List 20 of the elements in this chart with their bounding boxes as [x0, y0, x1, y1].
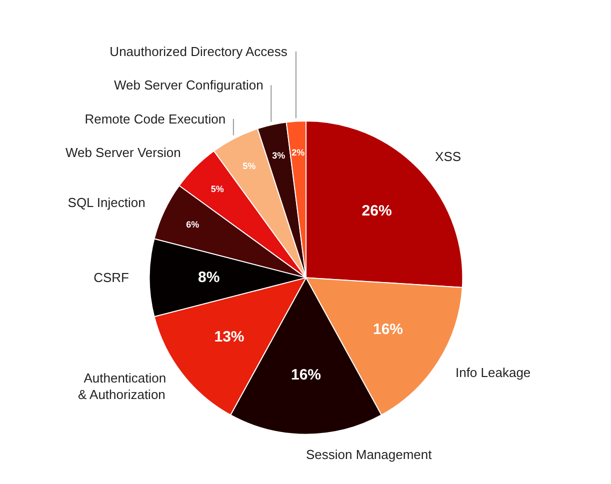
data-label: 2% [292, 148, 305, 158]
data-label: 6% [186, 219, 200, 230]
slice-label: CSRF [94, 270, 130, 286]
slice-label: Authentication & Authorization [78, 370, 166, 402]
slice-label: Web Server Version [65, 145, 181, 160]
data-label: 5% [242, 161, 256, 172]
slice-label: SQL Injection [68, 194, 146, 210]
data-label: 3% [272, 150, 286, 160]
data-label: 5% [210, 184, 224, 194]
slice-label: Info Leakage [455, 365, 531, 380]
slice-label: Remote Code Execution [84, 111, 226, 126]
data-label: 26% [362, 202, 392, 220]
slice-label: Web Server Configuration [114, 78, 264, 93]
slice-label: XSS [435, 149, 462, 164]
data-label: 13% [214, 328, 244, 346]
slice-label: Session Management [306, 447, 432, 462]
data-label: 8% [198, 269, 220, 286]
data-label: 16% [290, 366, 322, 384]
data-label: 16% [373, 321, 404, 338]
slice-label: Unauthorized Directory Access [110, 44, 288, 59]
